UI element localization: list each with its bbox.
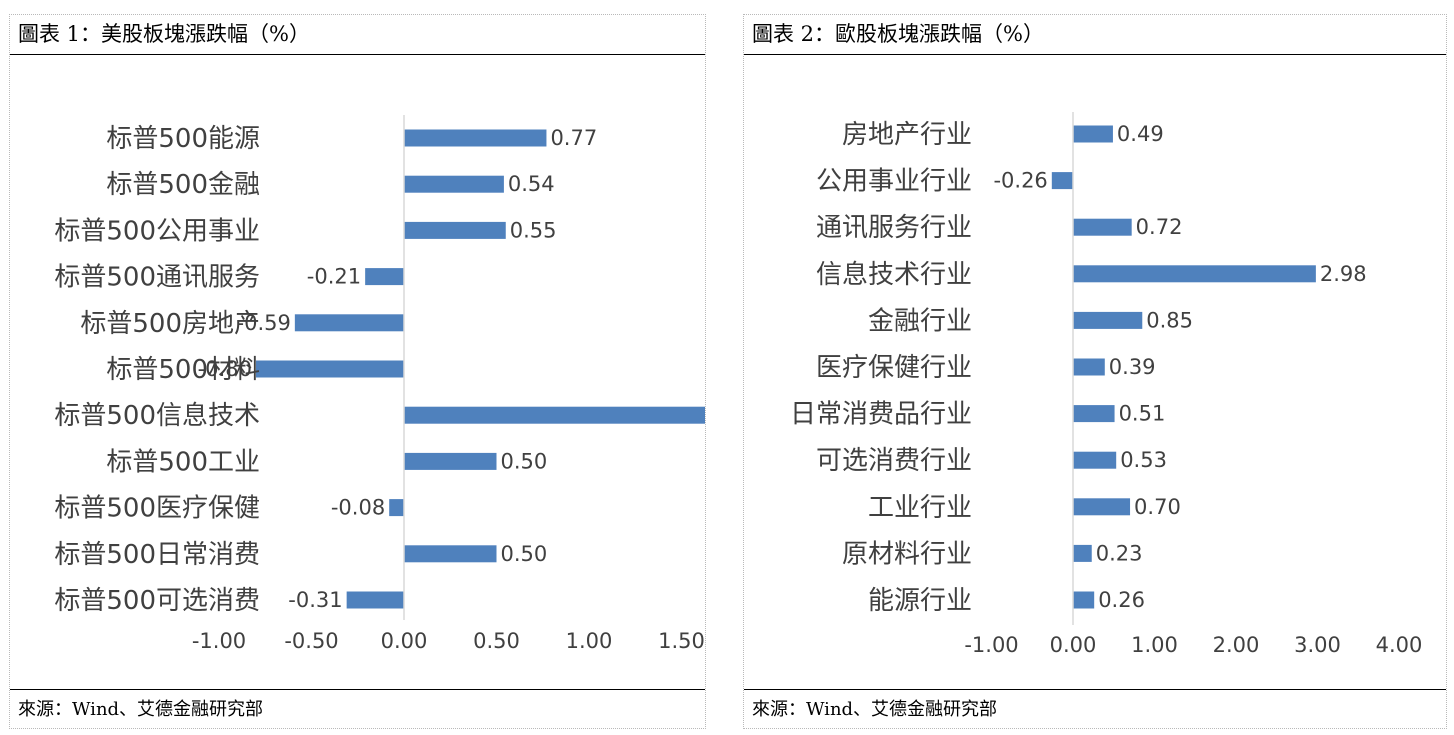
bar — [1073, 544, 1092, 562]
category-label: 标普500公用事业 — [54, 216, 260, 246]
category-label: 公用事业行业 — [816, 167, 972, 197]
value-label: 0.26 — [1098, 588, 1145, 612]
value-label: 0.53 — [1120, 448, 1167, 472]
bar — [404, 452, 497, 470]
x-tick-label: 0.00 — [381, 629, 428, 653]
value-label: 0.77 — [550, 126, 597, 150]
x-tick-label: 2.00 — [1213, 633, 1260, 657]
category-label: 标普500金融 — [106, 170, 260, 200]
value-label: 0.23 — [1096, 541, 1143, 565]
x-tick-label: 1.00 — [1131, 633, 1178, 657]
bar — [1073, 125, 1113, 143]
value-label: -0.08 — [331, 496, 385, 520]
category-label: 金融行业 — [868, 306, 972, 336]
category-label: 标普500日常消费 — [54, 540, 260, 570]
value-label: 0.49 — [1117, 122, 1164, 146]
category-label: 原材料行业 — [842, 539, 972, 569]
bar — [404, 175, 504, 193]
bar — [1073, 358, 1105, 376]
value-label: 0.50 — [501, 449, 548, 473]
value-label: -0.26 — [993, 169, 1047, 193]
value-label: 0.50 — [501, 542, 548, 566]
bar — [404, 545, 497, 563]
bar — [404, 129, 547, 147]
us-sector-bar-chart: 标普500能源 0.77 标普500金融 0.54 标普500公用事业 0.55 标普500… — [54, 115, 705, 653]
value-label: 0.51 — [1119, 402, 1166, 426]
value-label: 0.39 — [1109, 355, 1156, 379]
value-label: -0.59 — [237, 311, 291, 335]
eu-sector-bar-chart: 房地产行业 0.49 公用事业行业 -0.26 通讯服务行业 0.72 信息技术行业 2.98… — [790, 112, 1423, 657]
value-label: 0.72 — [1136, 215, 1183, 239]
category-label: 标普500可选消费 — [54, 586, 260, 616]
category-label: 标普500工业 — [106, 447, 260, 477]
category-label: 信息技术行业 — [816, 260, 972, 290]
bar — [365, 268, 404, 286]
bar — [404, 406, 705, 424]
category-label: 标普500信息技术 — [54, 401, 260, 431]
bar — [1051, 172, 1073, 190]
value-label: 0.54 — [508, 172, 555, 196]
chart-panel-us: 圖表 1：美股板塊漲跌幅（%） 标普500能源 0.77 标普500金融 0.54 标普… — [9, 14, 706, 729]
value-label: 0.70 — [1134, 495, 1181, 519]
bar — [404, 221, 506, 239]
x-tick-label: 0.00 — [1050, 633, 1097, 657]
bar — [389, 499, 404, 517]
category-label: 可选消费行业 — [816, 446, 972, 476]
bar — [1073, 405, 1115, 423]
category-label: 标普500能源 — [106, 124, 260, 154]
bar — [1073, 451, 1117, 469]
category-label: 医疗保健行业 — [816, 353, 972, 383]
category-label: 通讯服务行业 — [816, 213, 972, 243]
bar — [346, 591, 404, 609]
bar — [256, 360, 404, 378]
value-label: -0.31 — [288, 588, 342, 612]
value-label: 2.98 — [1320, 262, 1367, 286]
bar — [1073, 591, 1095, 609]
category-label: 工业行业 — [868, 493, 972, 523]
x-tick-label: 0.50 — [473, 629, 520, 653]
category-label: 能源行业 — [868, 586, 972, 616]
source-note: 來源：Wind、艾德金融研究部 — [744, 689, 1446, 729]
value-label: -0.21 — [307, 265, 361, 289]
category-label: 日常消费品行业 — [790, 400, 972, 430]
x-tick-label: 3.00 — [1294, 633, 1341, 657]
value-label: 0.85 — [1146, 308, 1193, 332]
value-label: 0.55 — [510, 218, 557, 242]
x-tick-label: -1.00 — [964, 633, 1018, 657]
source-note: 來源：Wind、艾德金融研究部 — [10, 689, 705, 729]
bar — [294, 314, 404, 332]
x-tick-label: 1.50 — [658, 629, 705, 653]
category-label: 标普500材料 — [106, 355, 260, 385]
x-tick-label: 1.00 — [566, 629, 613, 653]
bar — [1073, 311, 1143, 329]
bar — [1073, 265, 1316, 283]
category-label: 房地产行业 — [842, 120, 972, 150]
x-tick-label: -0.50 — [284, 629, 338, 653]
value-label: -0.80 — [198, 357, 252, 381]
category-label: 标普500房地产 — [80, 309, 260, 339]
category-label: 标普500通讯服务 — [54, 263, 260, 293]
chart-title: 圖表 1：美股板塊漲跌幅（%） — [10, 15, 705, 55]
chart-panel-eu: 圖表 2：歐股板塊漲跌幅（%） 房地产行业 0.49 公用事业行业 -0.26 通讯服务… — [743, 14, 1447, 729]
category-label: 标普500医疗保健 — [54, 494, 260, 524]
bar — [1073, 498, 1131, 516]
x-tick-label: -1.00 — [192, 629, 246, 653]
x-tick-label: 4.00 — [1376, 633, 1423, 657]
chart-title: 圖表 2：歐股板塊漲跌幅（%） — [744, 15, 1446, 55]
bar — [1073, 218, 1132, 236]
